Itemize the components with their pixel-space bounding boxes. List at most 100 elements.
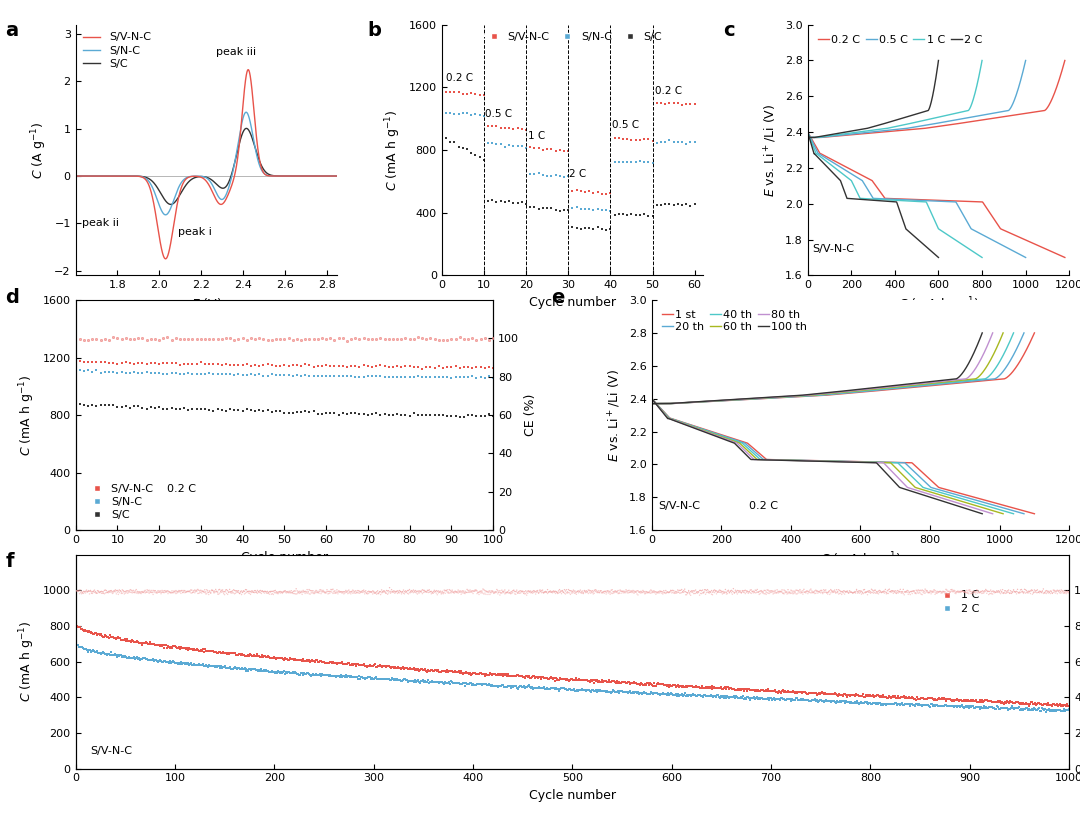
Point	[468, 372, 485, 385]
Point	[719, 584, 737, 598]
Point	[882, 584, 900, 598]
Point	[393, 361, 410, 374]
Point	[279, 585, 296, 598]
Point	[770, 586, 787, 599]
Point	[80, 625, 97, 638]
Point	[342, 406, 360, 419]
Point	[246, 584, 264, 598]
Point	[129, 586, 146, 599]
Point	[481, 408, 498, 421]
Point	[623, 586, 640, 599]
Point	[658, 688, 675, 701]
Point	[283, 653, 300, 666]
Point	[595, 685, 612, 698]
Point	[672, 584, 689, 597]
Point	[789, 584, 807, 598]
Point	[753, 683, 770, 696]
Point	[882, 691, 900, 704]
Point	[960, 587, 977, 600]
Point	[239, 649, 256, 663]
Point	[482, 588, 499, 601]
Point	[720, 586, 738, 599]
Point	[702, 688, 719, 701]
Point	[114, 584, 132, 597]
Point	[575, 587, 592, 600]
Point	[705, 681, 723, 694]
Point	[205, 332, 222, 345]
Point	[971, 694, 988, 707]
Point	[597, 187, 615, 201]
Point	[1038, 587, 1055, 600]
Point	[710, 689, 727, 702]
Point	[164, 639, 181, 652]
Point	[148, 654, 165, 667]
Point	[271, 332, 288, 345]
Point	[428, 584, 445, 598]
Point	[221, 583, 239, 596]
Point	[525, 669, 542, 682]
Point	[318, 333, 335, 346]
Point	[752, 587, 769, 600]
Point	[405, 407, 422, 420]
Point	[463, 585, 481, 598]
Point	[491, 667, 509, 681]
Point	[86, 627, 104, 640]
Point	[718, 588, 735, 601]
Point	[835, 695, 852, 708]
Point	[409, 673, 427, 686]
Point	[513, 669, 530, 682]
Point	[487, 680, 504, 693]
Point	[454, 107, 471, 120]
Point	[1058, 585, 1076, 598]
Point	[266, 651, 283, 664]
Point	[355, 585, 373, 598]
Point	[717, 690, 734, 703]
Point	[125, 366, 143, 379]
Point	[204, 645, 221, 658]
Point	[405, 361, 422, 374]
Point	[220, 586, 238, 599]
Point	[95, 587, 112, 600]
Point	[526, 141, 543, 155]
Point	[670, 586, 687, 599]
Point	[430, 584, 447, 598]
Point	[177, 642, 194, 655]
Point	[1057, 587, 1075, 600]
Point	[208, 333, 226, 346]
Point	[329, 585, 347, 598]
Point	[330, 408, 348, 421]
Point	[1017, 698, 1035, 711]
Point	[272, 667, 289, 680]
Point	[914, 691, 931, 704]
Point	[216, 588, 233, 601]
Point	[427, 585, 444, 598]
Point	[912, 699, 929, 712]
Point	[72, 622, 90, 635]
Point	[598, 584, 616, 598]
Point	[421, 584, 438, 597]
Point	[676, 585, 693, 598]
Point	[132, 653, 149, 666]
Point	[586, 584, 604, 598]
Point	[826, 686, 843, 700]
Point	[347, 659, 364, 672]
Point	[647, 679, 664, 692]
Point	[840, 587, 858, 600]
Point	[184, 358, 201, 371]
Point	[100, 586, 118, 599]
Point	[510, 586, 527, 599]
Point	[486, 679, 503, 692]
Point	[517, 584, 535, 598]
Point	[643, 587, 660, 600]
Point	[1039, 704, 1056, 717]
Point	[264, 405, 281, 418]
Point	[1003, 587, 1021, 600]
Point	[883, 585, 901, 598]
Point	[647, 686, 664, 700]
Point	[666, 587, 684, 600]
Point	[858, 585, 875, 598]
Point	[391, 586, 408, 599]
Point	[636, 586, 653, 599]
Point	[173, 584, 190, 597]
Point	[899, 698, 916, 711]
